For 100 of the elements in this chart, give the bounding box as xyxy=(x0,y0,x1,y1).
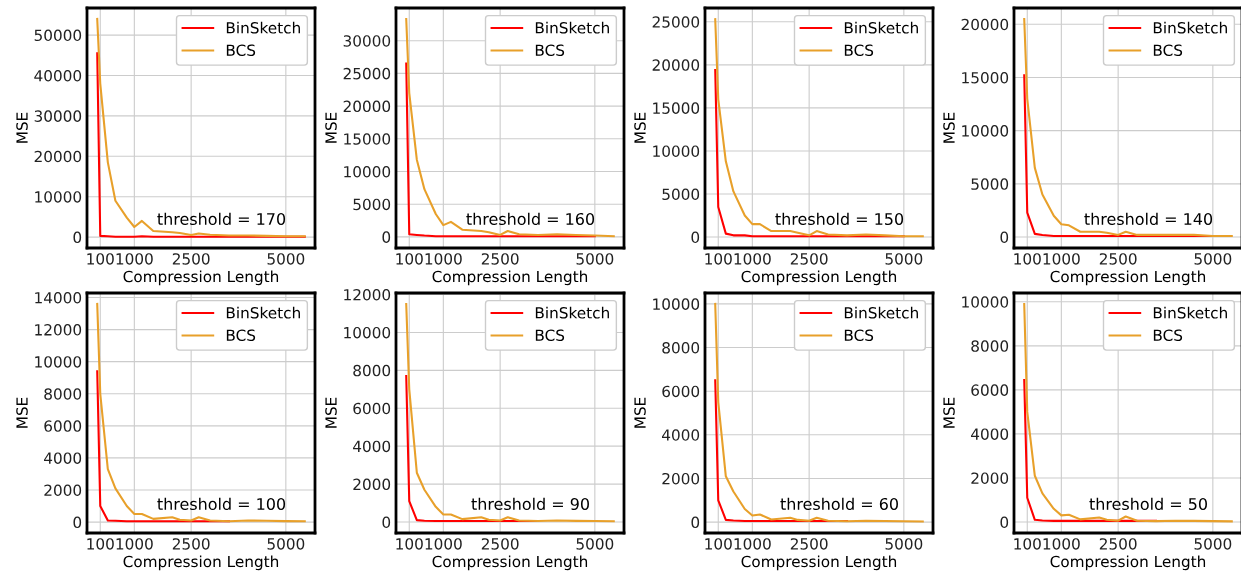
legend-label: BinSketch xyxy=(844,21,918,34)
x-tick-label: 100 xyxy=(87,253,114,265)
x-axis-title: Compression Length xyxy=(432,555,588,571)
x-axis-title: Compression Length xyxy=(741,555,897,571)
y-tick-label: 4000 xyxy=(662,429,700,441)
y-tick-label: 10000 xyxy=(35,191,82,203)
y-axis-title: MSE xyxy=(325,397,337,428)
y-tick-label: 50000 xyxy=(34,29,82,42)
x-tick-label: 5000 xyxy=(885,253,923,265)
y-tick-label: 12000 xyxy=(344,288,391,301)
y-tick-label: 30000 xyxy=(34,110,82,122)
x-axis-title: Compression Length xyxy=(1050,270,1206,286)
y-tick-label: 25000 xyxy=(343,67,391,80)
x-tick-label: 1000 xyxy=(116,253,153,265)
x-tick-label: 2500 xyxy=(172,538,210,550)
x-tick-label: 5000 xyxy=(576,538,614,550)
y-tick-label: 20000 xyxy=(343,100,391,113)
x-tick-label: 1000 xyxy=(116,538,153,550)
x-tick-label: 100 xyxy=(396,538,423,550)
legend-label: BCS xyxy=(226,329,256,341)
y-axis-title: MSE xyxy=(16,112,28,143)
x-tick-label: 100 xyxy=(87,538,114,550)
annotation: threshold = 170 xyxy=(157,212,286,226)
y-tick-label: 6000 xyxy=(971,384,1009,396)
y-tick-label: 20000 xyxy=(652,59,700,71)
y-tick-label: 10000 xyxy=(653,298,700,310)
x-tick-label: 5000 xyxy=(576,253,614,265)
x-tick-label: 2500 xyxy=(790,253,828,265)
y-tick-label: 2000 xyxy=(44,484,82,497)
y-tick-label: 20000 xyxy=(961,18,1009,31)
y-tick-label: 10000 xyxy=(653,145,700,157)
y-tick-label: 40000 xyxy=(34,69,82,82)
x-tick-label: 100 xyxy=(705,538,732,550)
y-tick-label: 0 xyxy=(691,516,700,529)
legend-label: BinSketch xyxy=(1153,21,1227,34)
legend-label: BinSketch xyxy=(1153,306,1227,319)
y-tick-label: 0 xyxy=(382,231,391,243)
y-tick-label: 0 xyxy=(1000,231,1009,244)
legend-label: BCS xyxy=(535,44,565,56)
x-tick-label: 1000 xyxy=(1043,253,1080,265)
legend-label: BinSketch xyxy=(226,21,300,34)
x-tick-label: 2500 xyxy=(1099,538,1137,550)
x-axis-title: Compression Length xyxy=(1050,555,1206,571)
x-tick-label: 5000 xyxy=(1194,538,1232,550)
y-axis-title: MSE xyxy=(634,397,646,428)
x-tick-label: 1000 xyxy=(734,538,771,550)
x-tick-label: 100 xyxy=(396,253,423,265)
line-series xyxy=(1023,17,1233,238)
y-tick-label: 4000 xyxy=(353,440,391,453)
y-tick-label: 6000 xyxy=(44,420,82,432)
y-tick-label: 10000 xyxy=(35,356,82,368)
x-tick-label: 1000 xyxy=(425,538,462,550)
y-tick-label: 2000 xyxy=(662,472,700,485)
y-tick-label: 5000 xyxy=(662,188,700,201)
x-tick-label: 5000 xyxy=(267,538,305,550)
y-tick-label: 6000 xyxy=(353,402,391,415)
x-tick-label: 2500 xyxy=(481,253,519,265)
annotation: threshold = 60 xyxy=(780,497,898,511)
y-axis-title: MSE xyxy=(325,112,337,143)
y-axis-title: MSE xyxy=(943,397,955,428)
y-tick-label: 10000 xyxy=(344,326,391,339)
annotation: threshold = 90 xyxy=(471,497,589,511)
legend-label: BCS xyxy=(1153,44,1183,56)
y-tick-label: 5000 xyxy=(971,178,1009,190)
y-tick-label: 0 xyxy=(73,231,82,244)
x-tick-label: 2500 xyxy=(172,253,210,265)
y-tick-label: 10000 xyxy=(344,165,391,178)
y-tick-label: 15000 xyxy=(962,71,1009,84)
y-tick-label: 0 xyxy=(382,516,391,529)
y-tick-label: 12000 xyxy=(35,324,82,336)
annotation: threshold = 50 xyxy=(1089,497,1207,511)
y-tick-label: 0 xyxy=(1000,516,1009,529)
y-tick-label: 10000 xyxy=(962,296,1009,308)
legend-label: BCS xyxy=(1153,329,1183,341)
legend-label: BCS xyxy=(226,44,256,56)
x-tick-label: 1000 xyxy=(1043,538,1080,550)
x-tick-label: 5000 xyxy=(885,538,923,550)
legend-label: BinSketch xyxy=(535,306,609,319)
line-series xyxy=(714,302,924,523)
y-tick-label: 8000 xyxy=(44,388,82,400)
x-tick-label: 100 xyxy=(1014,538,1041,550)
y-tick-label: 10000 xyxy=(962,125,1009,137)
x-axis-title: Compression Length xyxy=(123,555,279,571)
line-series xyxy=(96,302,306,523)
y-tick-label: 8000 xyxy=(971,340,1009,352)
line-series xyxy=(714,18,924,238)
y-tick-label: 25000 xyxy=(652,16,700,28)
line-series xyxy=(405,302,615,523)
legend-label: BCS xyxy=(844,329,874,341)
annotation: threshold = 150 xyxy=(775,212,904,226)
y-tick-label: 2000 xyxy=(971,472,1009,484)
x-tick-label: 1000 xyxy=(425,253,462,265)
line-series xyxy=(405,18,615,238)
x-tick-label: 1000 xyxy=(734,253,771,265)
y-tick-label: 2000 xyxy=(353,478,391,491)
y-axis-title: MSE xyxy=(943,112,955,143)
x-axis-title: Compression Length xyxy=(741,270,897,286)
x-tick-label: 2500 xyxy=(481,538,519,550)
x-tick-label: 5000 xyxy=(267,253,305,265)
y-tick-label: 15000 xyxy=(344,133,391,145)
